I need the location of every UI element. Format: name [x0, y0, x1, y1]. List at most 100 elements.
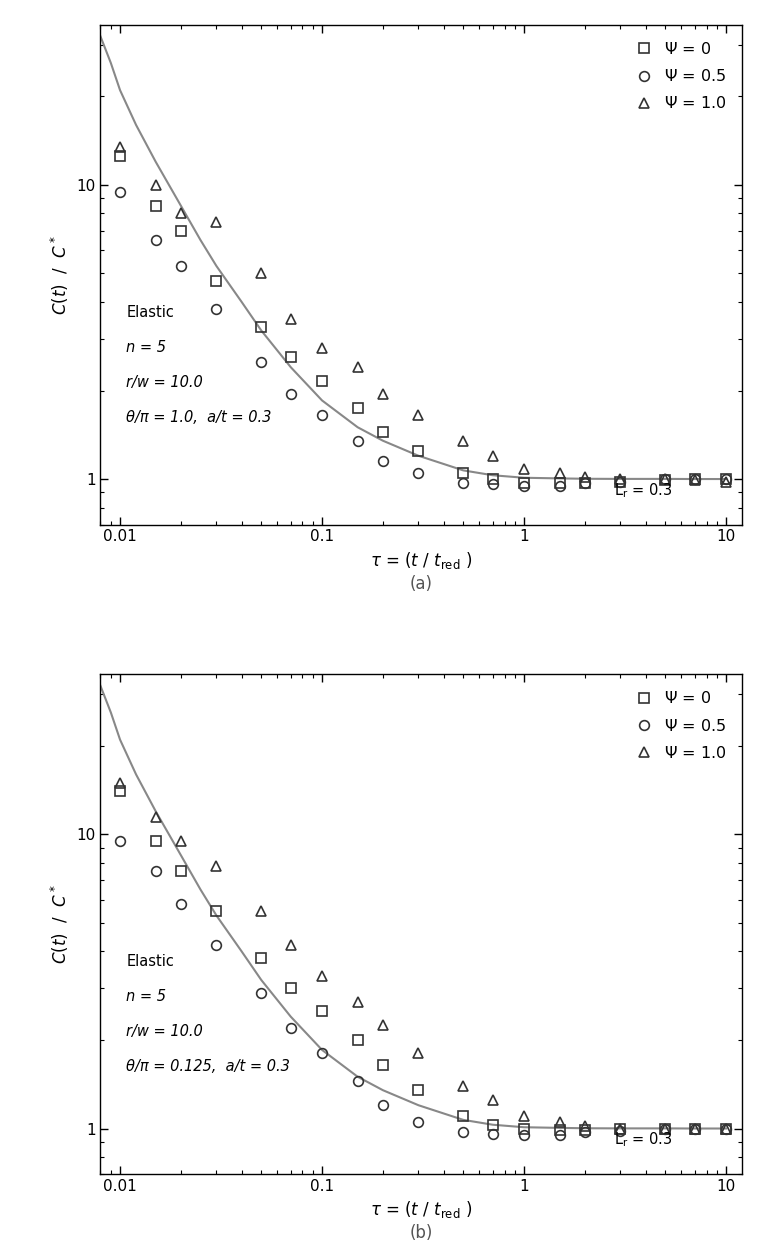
$\it{\Psi}$ = 1.0	[353, 360, 363, 375]
$\it{\Psi}$ = 0.5	[318, 1045, 327, 1060]
$\it{\Psi}$ = 0.5	[257, 985, 266, 1000]
$\it{\Psi}$ = 0	[690, 1122, 700, 1137]
$\it{\Psi}$ = 0	[414, 1083, 423, 1098]
Text: Elastic: Elastic	[126, 305, 174, 320]
$\it{\Psi}$ = 0.5	[616, 475, 625, 490]
$\it{\Psi}$ = 0.5	[414, 1115, 423, 1130]
Legend: $\it{\Psi}$ = 0, $\it{\Psi}$ = 0.5, $\it{\Psi}$ = 1.0: $\it{\Psi}$ = 0, $\it{\Psi}$ = 0.5, $\it…	[624, 682, 734, 769]
$\it{\Psi}$ = 0.5	[353, 1074, 363, 1089]
$\it{\Psi}$ = 0.5	[115, 184, 124, 199]
$\it{\Psi}$ = 0	[519, 476, 529, 491]
$\it{\Psi}$ = 0.5	[721, 472, 730, 487]
$\it{\Psi}$ = 0	[661, 1122, 670, 1137]
$\it{\Psi}$ = 0	[115, 784, 124, 799]
Text: θ/π = 0.125,  a/t = 0.3: θ/π = 0.125, a/t = 0.3	[126, 1059, 290, 1074]
$\it{\Psi}$ = 0	[581, 1123, 590, 1138]
$\it{\Psi}$ = 1.0	[151, 809, 160, 824]
Legend: $\it{\Psi}$ = 0, $\it{\Psi}$ = 0.5, $\it{\Psi}$ = 1.0: $\it{\Psi}$ = 0, $\it{\Psi}$ = 0.5, $\it…	[624, 32, 734, 120]
Line: $\it{\Psi}$ = 1.0: $\it{\Psi}$ = 1.0	[115, 142, 731, 486]
$\it{\Psi}$ = 0	[318, 1004, 327, 1019]
$\it{\Psi}$ = 0.5	[353, 433, 363, 448]
$\it{\Psi}$ = 1.0	[212, 858, 221, 873]
$\it{\Psi}$ = 0	[286, 980, 295, 995]
$\it{\Psi}$ = 1.0	[721, 1122, 730, 1137]
$\it{\Psi}$ = 1.0	[458, 1078, 468, 1093]
$\it{\Psi}$ = 1.0	[616, 1122, 625, 1137]
$\it{\Psi}$ = 1.0	[257, 266, 266, 281]
$\it{\Psi}$ = 0.5	[690, 1122, 700, 1137]
Line: $\it{\Psi}$ = 1.0: $\it{\Psi}$ = 1.0	[115, 778, 731, 1133]
$\it{\Psi}$ = 0.5	[212, 301, 221, 316]
$\it{\Psi}$ = 0	[519, 1122, 529, 1137]
$\it{\Psi}$ = 1.0	[176, 206, 186, 221]
$\it{\Psi}$ = 0.5	[176, 897, 186, 912]
$\it{\Psi}$ = 1.0	[378, 1018, 387, 1033]
$\it{\Psi}$ = 0.5	[458, 1125, 468, 1140]
$\it{\Psi}$ = 0.5	[661, 1122, 670, 1137]
Text: r/w = 10.0: r/w = 10.0	[126, 1024, 203, 1039]
$\it{\Psi}$ = 1.0	[212, 215, 221, 230]
$\it{\Psi}$ = 1.0	[519, 1109, 529, 1124]
Text: L$_{\rm r}$ = 0.3: L$_{\rm r}$ = 0.3	[614, 481, 673, 500]
Text: Elastic: Elastic	[126, 954, 174, 969]
Text: L$_{\rm r}$ = 0.3: L$_{\rm r}$ = 0.3	[614, 1130, 673, 1149]
Text: (a): (a)	[410, 575, 433, 592]
$\it{\Psi}$ = 0.5	[286, 1020, 295, 1035]
$\it{\Psi}$ = 0	[458, 1109, 468, 1124]
$\it{\Psi}$ = 0.5	[378, 453, 387, 468]
Y-axis label: $C(t)$  /  $C^*$: $C(t)$ / $C^*$	[49, 884, 71, 964]
$\it{\Psi}$ = 1.0	[489, 448, 498, 463]
Line: $\it{\Psi}$ = 0: $\it{\Psi}$ = 0	[115, 151, 731, 488]
$\it{\Psi}$ = 0.5	[661, 472, 670, 487]
$\it{\Psi}$ = 0.5	[414, 466, 423, 481]
$\it{\Psi}$ = 0.5	[257, 355, 266, 370]
$\it{\Psi}$ = 1.0	[353, 994, 363, 1009]
$\it{\Psi}$ = 1.0	[581, 1119, 590, 1134]
$\it{\Psi}$ = 0.5	[555, 1128, 564, 1143]
$\it{\Psi}$ = 1.0	[690, 473, 700, 488]
$\it{\Psi}$ = 1.0	[378, 386, 387, 401]
$\it{\Psi}$ = 0	[458, 466, 468, 481]
$\it{\Psi}$ = 1.0	[414, 1045, 423, 1060]
$\it{\Psi}$ = 1.0	[519, 462, 529, 477]
$\it{\Psi}$ = 0	[176, 864, 186, 879]
$\it{\Psi}$ = 0.5	[115, 833, 124, 848]
$\it{\Psi}$ = 1.0	[555, 1115, 564, 1130]
$\it{\Psi}$ = 0.5	[286, 386, 295, 401]
$\it{\Psi}$ = 0	[212, 274, 221, 289]
$\it{\Psi}$ = 1.0	[286, 938, 295, 953]
$\it{\Psi}$ = 1.0	[115, 139, 124, 154]
$\it{\Psi}$ = 0.5	[151, 232, 160, 247]
$\it{\Psi}$ = 0.5	[318, 407, 327, 422]
$\it{\Psi}$ = 0	[176, 224, 186, 239]
$\it{\Psi}$ = 1.0	[151, 177, 160, 192]
$\it{\Psi}$ = 0	[257, 318, 266, 333]
$\it{\Psi}$ = 1.0	[616, 472, 625, 487]
$\it{\Psi}$ = 1.0	[489, 1093, 498, 1108]
$\it{\Psi}$ = 0	[616, 1122, 625, 1137]
$\it{\Psi}$ = 0.5	[212, 938, 221, 953]
$\it{\Psi}$ = 0	[721, 472, 730, 487]
X-axis label: $\tau$ = ($t$ / $t_{\rm red}$ ): $\tau$ = ($t$ / $t_{\rm red}$ )	[370, 550, 472, 571]
Line: $\it{\Psi}$ = 0.5: $\it{\Psi}$ = 0.5	[115, 186, 731, 491]
$\it{\Psi}$ = 0	[489, 472, 498, 487]
$\it{\Psi}$ = 0.5	[616, 1124, 625, 1139]
$\it{\Psi}$ = 0	[318, 373, 327, 388]
$\it{\Psi}$ = 0.5	[721, 1122, 730, 1137]
$\it{\Psi}$ = 0.5	[489, 1127, 498, 1142]
$\it{\Psi}$ = 0.5	[458, 476, 468, 491]
$\it{\Psi}$ = 0.5	[519, 1128, 529, 1143]
$\it{\Psi}$ = 0	[151, 833, 160, 848]
Text: θ/π = 1.0,  a/t = 0.3: θ/π = 1.0, a/t = 0.3	[126, 410, 271, 425]
Line: $\it{\Psi}$ = 0: $\it{\Psi}$ = 0	[115, 787, 731, 1134]
$\it{\Psi}$ = 0.5	[690, 472, 700, 487]
$\it{\Psi}$ = 0.5	[378, 1098, 387, 1113]
Y-axis label: $C(t)$  /  $C^*$: $C(t)$ / $C^*$	[49, 235, 71, 315]
$\it{\Psi}$ = 1.0	[458, 433, 468, 448]
$\it{\Psi}$ = 1.0	[661, 472, 670, 487]
$\it{\Psi}$ = 0	[555, 476, 564, 491]
$\it{\Psi}$ = 1.0	[115, 776, 124, 791]
$\it{\Psi}$ = 0.5	[581, 476, 590, 491]
$\it{\Psi}$ = 0	[151, 199, 160, 214]
$\it{\Psi}$ = 1.0	[176, 833, 186, 848]
